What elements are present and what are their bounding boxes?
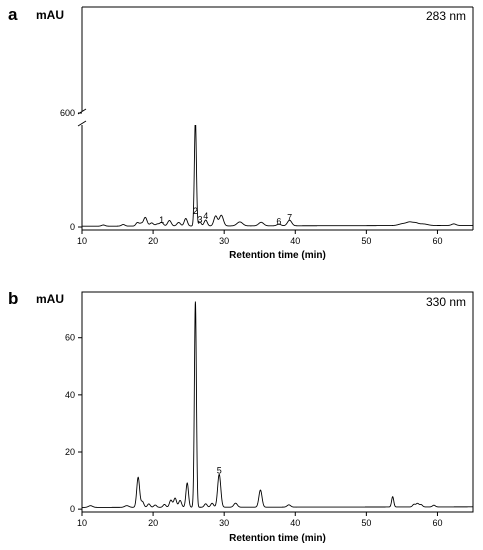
y-tick-label: 0	[70, 504, 75, 514]
panel-a: a mAU 283 nm 0 600 10 20 30 40 50 60 Retention time…	[8, 5, 474, 261]
peak-label: 1	[159, 215, 164, 225]
y-tick-label: 0	[70, 222, 75, 232]
peak-label: 7	[287, 213, 292, 223]
axis-break-gap	[192, 111, 199, 125]
x-tick-label: 50	[361, 518, 371, 528]
peak-label: 2	[193, 206, 198, 216]
x-tick-label: 60	[432, 518, 442, 528]
x-axis-label: Retention time (min)	[229, 533, 326, 544]
x-tick-label: 40	[290, 518, 300, 528]
y-axis-unit-label: mAU	[36, 8, 64, 22]
y-axis-unit-label: mAU	[36, 292, 64, 306]
chromatogram-trace-330nm	[82, 301, 473, 508]
y-tick-label: 600	[60, 108, 75, 118]
peak-label: 5	[217, 465, 222, 475]
x-tick-label: 60	[432, 236, 442, 246]
x-tick-label: 10	[77, 236, 87, 246]
x-tick-label: 20	[148, 236, 158, 246]
x-tick-label: 40	[290, 236, 300, 246]
x-tick-label: 30	[219, 236, 229, 246]
panel-letter-b: b	[8, 289, 18, 308]
peak-label: 3	[198, 214, 203, 224]
x-tick-label: 30	[219, 518, 229, 528]
detection-wavelength-label: 283 nm	[426, 9, 466, 23]
peak-label: 6	[276, 217, 281, 227]
panel-b: b mAU 330 nm 0 20 40 60 10 20 30 40 50 60 Retention t…	[8, 289, 474, 544]
panel-letter-a: a	[8, 5, 18, 24]
y-tick-label: 20	[65, 447, 75, 457]
y-tick-label: 60	[65, 333, 75, 343]
x-tick-label: 20	[148, 518, 158, 528]
x-axis-label: Retention time (min)	[229, 250, 326, 261]
y-tick-label: 40	[65, 390, 75, 400]
plot-frame	[81, 291, 474, 513]
x-tick-label: 50	[361, 236, 371, 246]
detection-wavelength-label: 330 nm	[426, 295, 466, 309]
peak-label: 4	[203, 211, 208, 221]
chromatogram-trace-283nm	[82, 119, 473, 227]
axis-break-mark-lower	[77, 120, 87, 127]
x-tick-label: 10	[77, 518, 87, 528]
